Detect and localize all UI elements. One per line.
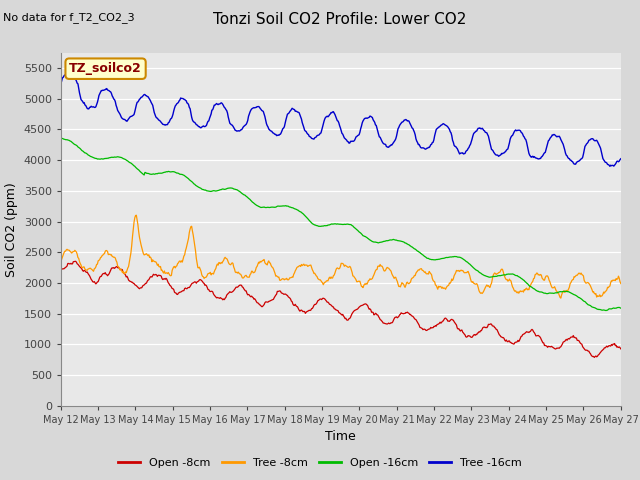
Open -8cm (72, 258, 79, 264)
Tree -8cm (617, 281, 625, 287)
Line: Tree -16cm: Tree -16cm (61, 72, 621, 167)
Open -8cm (410, 314, 417, 320)
X-axis label: Time: Time (325, 430, 356, 443)
Legend: Open -8cm, Tree -8cm, Open -16cm, Tree -16cm: Open -8cm, Tree -8cm, Open -16cm, Tree -… (113, 453, 527, 472)
Open -8cm (57, 265, 65, 271)
Tree -8cm (410, 274, 417, 280)
Tree -16cm (57, 81, 65, 87)
Tree -16cm (65, 70, 72, 75)
Open -16cm (617, 305, 625, 311)
Tree -8cm (125, 264, 132, 269)
Open -8cm (182, 286, 190, 291)
Open -16cm (211, 188, 219, 194)
Open -8cm (426, 326, 434, 332)
Open -8cm (67, 261, 75, 266)
Open -8cm (591, 355, 598, 360)
Tree -8cm (426, 270, 434, 276)
Text: TZ_soilco2: TZ_soilco2 (69, 62, 142, 75)
Line: Open -16cm: Open -16cm (61, 138, 621, 311)
Open -8cm (125, 278, 133, 284)
Tree -8cm (557, 295, 564, 301)
Open -16cm (125, 159, 132, 165)
Tree -16cm (426, 144, 434, 149)
Y-axis label: Soil CO2 (ppm): Soil CO2 (ppm) (5, 182, 18, 276)
Text: Tonzi Soil CO2 Profile: Lower CO2: Tonzi Soil CO2 Profile: Lower CO2 (212, 12, 466, 27)
Open -16cm (409, 245, 417, 251)
Tree -16cm (606, 164, 614, 169)
Open -16cm (602, 308, 610, 313)
Line: Tree -8cm: Tree -8cm (61, 215, 621, 298)
Tree -8cm (212, 266, 220, 272)
Tree -16cm (212, 101, 220, 107)
Text: No data for f_T2_CO2_3: No data for f_T2_CO2_3 (3, 12, 135, 23)
Open -8cm (617, 346, 625, 352)
Tree -16cm (182, 98, 190, 104)
Tree -16cm (617, 156, 625, 162)
Tree -8cm (57, 259, 65, 264)
Tree -16cm (68, 72, 76, 78)
Open -8cm (212, 294, 220, 300)
Tree -8cm (132, 212, 140, 218)
Open -16cm (57, 135, 65, 141)
Tree -16cm (125, 115, 133, 121)
Open -16cm (67, 138, 75, 144)
Tree -8cm (67, 249, 75, 255)
Tree -8cm (182, 245, 190, 251)
Open -16cm (182, 173, 189, 179)
Open -16cm (426, 256, 433, 262)
Line: Open -8cm: Open -8cm (61, 261, 621, 358)
Tree -16cm (410, 128, 417, 133)
